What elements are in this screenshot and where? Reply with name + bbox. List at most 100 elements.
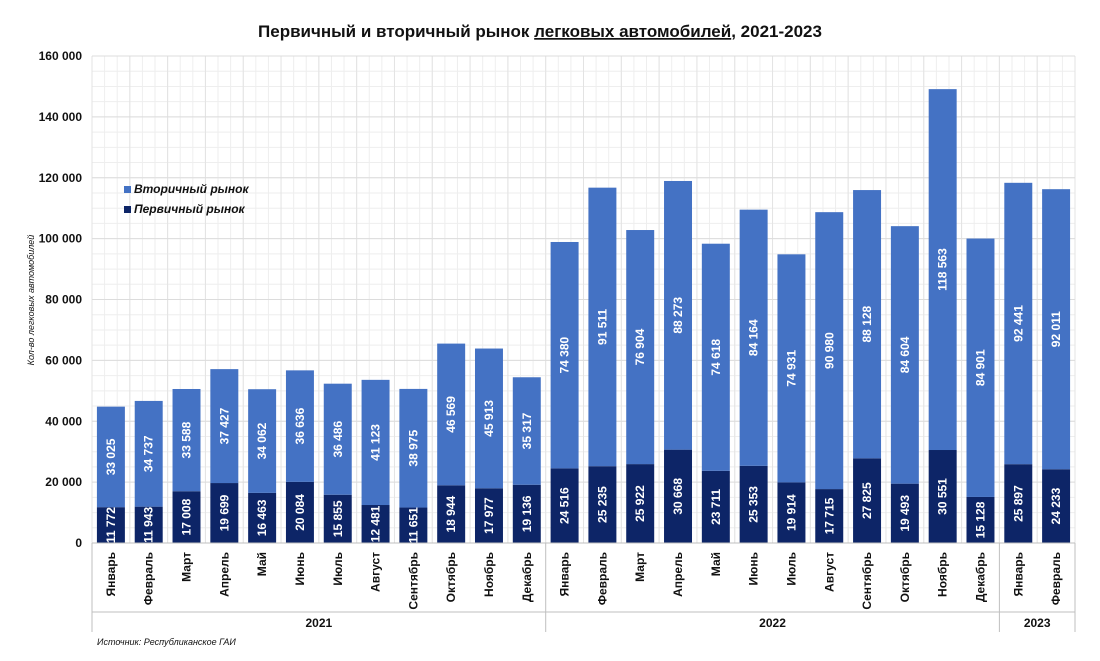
x-tick-label-month: Апрель	[217, 552, 231, 597]
data-label-secondary: 38 975	[406, 430, 420, 467]
x-tick-label-month: Июль	[784, 552, 798, 586]
legend-label: Первичный рынок	[134, 202, 246, 216]
bar-secondary-market	[588, 187, 617, 467]
data-label-primary: 11 943	[142, 506, 156, 542]
data-label-primary: 19 493	[898, 495, 912, 532]
data-label-secondary: 92 441	[1011, 305, 1025, 342]
data-label-primary: 27 825	[860, 482, 874, 519]
data-label-primary: 25 922	[633, 485, 647, 522]
data-label-primary: 24 516	[558, 487, 572, 524]
bar-primary-market	[626, 464, 655, 543]
legend-label: Вторичный рынок	[134, 182, 249, 196]
data-label-secondary: 74 380	[558, 337, 572, 374]
y-tick-label: 160 000	[39, 49, 83, 63]
data-label-primary: 15 128	[973, 501, 987, 538]
bar-primary-market	[134, 506, 163, 543]
bar-primary-market	[437, 485, 466, 543]
y-axis: 0 20 000 40 000 60 000 80 000 100 000 120 000 1…	[39, 49, 83, 550]
bar-secondary-market	[777, 254, 806, 483]
legend-swatch	[124, 186, 131, 193]
data-label-primary: 19 136	[520, 495, 534, 532]
x-tick-label-month: Ноябрь	[936, 552, 950, 597]
bar-primary-market	[285, 481, 314, 543]
data-label-secondary: 34 737	[142, 435, 156, 472]
bar-primary-market	[512, 484, 541, 543]
data-label-primary: 25 897	[1011, 485, 1025, 522]
bar-primary-market	[853, 458, 882, 543]
y-tick-label: 60 000	[45, 353, 82, 367]
data-label-secondary: 88 128	[860, 306, 874, 343]
chart-title: Первичный и вторичный рынок легковых авт…	[258, 22, 822, 41]
bar-secondary-market	[323, 383, 352, 495]
bar-primary-market	[890, 483, 919, 543]
legend-swatch	[124, 206, 131, 213]
data-label-secondary: 36 486	[331, 421, 345, 458]
bar-secondary-market	[474, 348, 503, 489]
data-label-secondary: 88 273	[671, 297, 685, 334]
x-group-label-year: 2022	[759, 616, 786, 630]
data-label-primary: 17 715	[822, 497, 836, 534]
data-label-secondary: 84 604	[898, 336, 912, 373]
data-label-primary: 17 977	[482, 497, 496, 534]
x-axis: Январь Февраль Март Апрель Май Июнь Июль Август…	[91, 542, 1076, 632]
y-tick-label: 120 000	[39, 171, 83, 185]
x-tick-label-month: Ноябрь	[482, 552, 496, 597]
legend: Вторичный рынок Первичный рынок	[124, 182, 249, 216]
bar-secondary-market	[626, 230, 655, 465]
bar-primary-market	[739, 465, 768, 543]
x-tick-label-month: Апрель	[671, 552, 685, 597]
bar-secondary-market	[285, 370, 314, 482]
data-label-primary: 25 353	[747, 486, 761, 523]
x-tick-label-month: Июль	[331, 552, 345, 586]
data-label-secondary: 45 913	[482, 400, 496, 437]
bar-secondary-market	[361, 379, 390, 506]
data-label-primary: 17 008	[180, 498, 194, 535]
x-group-label-year: 2023	[1024, 616, 1051, 630]
data-label-primary: 16 463	[255, 499, 269, 536]
bar-secondary-market	[853, 190, 882, 459]
bar-primary-market	[664, 449, 693, 543]
data-label-secondary: 74 618	[709, 339, 723, 376]
data-label-secondary: 41 123	[369, 424, 383, 461]
y-tick-label: 80 000	[45, 293, 82, 307]
bar-primary-market	[96, 507, 125, 543]
bar-secondary-market	[437, 343, 466, 486]
x-group-label-year: 2021	[305, 616, 332, 630]
bar-secondary-market	[550, 241, 579, 469]
data-label-secondary: 91 511	[595, 309, 609, 345]
bar-secondary-market	[664, 180, 693, 450]
bar-secondary-market	[210, 369, 239, 484]
data-label-secondary: 84 164	[747, 319, 761, 356]
data-label-secondary: 34 062	[255, 422, 269, 459]
bar-primary-market	[172, 491, 201, 543]
bar-primary-market	[550, 468, 579, 543]
y-tick-label: 140 000	[39, 110, 83, 124]
bar-secondary-market	[134, 400, 163, 507]
x-tick-label-month: Июнь	[747, 552, 761, 586]
data-label-secondary: 36 636	[293, 407, 307, 444]
bar-primary-market	[1004, 464, 1033, 543]
data-label-primary: 18 944	[444, 495, 458, 532]
bar-primary-market	[474, 488, 503, 543]
y-tick-label: 40 000	[45, 414, 82, 428]
x-tick-label-month: Сентябрь	[860, 552, 874, 610]
data-label-secondary: 92 011	[1049, 311, 1063, 347]
bar-secondary-market	[399, 388, 428, 508]
x-tick-label-month: Сентябрь	[406, 552, 420, 610]
x-tick-label-month: Январь	[558, 552, 572, 596]
data-label-primary: 12 481	[369, 505, 383, 542]
bar-primary-market	[1042, 469, 1071, 543]
x-tick-label-month: Январь	[1011, 552, 1025, 596]
x-tick-label-month: Май	[709, 552, 723, 576]
bar-secondary-market	[701, 243, 730, 471]
bar-primary-market	[966, 496, 995, 543]
data-label-primary: 30 668	[671, 478, 685, 515]
bar-primary-market	[210, 483, 239, 543]
data-label-primary: 11 772	[104, 507, 118, 543]
x-tick-label-month: Март	[633, 552, 647, 582]
x-tick-label-month: Февраль	[142, 552, 156, 605]
grid	[91, 55, 1076, 544]
bar-secondary-market	[1004, 182, 1033, 465]
data-label-secondary: 74 931	[784, 350, 798, 387]
